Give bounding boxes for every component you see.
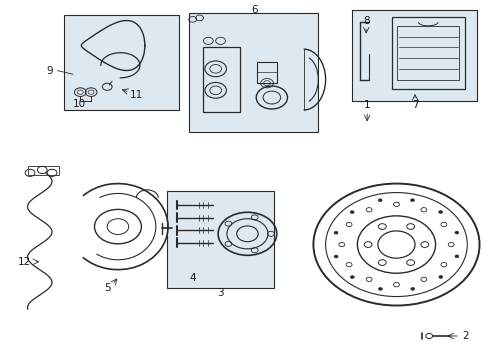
Circle shape (350, 211, 354, 213)
Circle shape (411, 199, 415, 202)
Bar (189, 13, 318, 132)
Text: 11: 11 (130, 90, 143, 100)
Text: 4: 4 (190, 273, 196, 283)
Circle shape (439, 211, 442, 213)
Bar (392, 17, 465, 89)
Bar (397, 26, 459, 80)
Circle shape (378, 199, 382, 202)
Circle shape (378, 288, 382, 291)
Text: 2: 2 (462, 331, 468, 341)
Circle shape (334, 255, 338, 258)
Text: 12: 12 (18, 257, 31, 267)
Circle shape (455, 255, 459, 258)
Bar (257, 62, 277, 83)
Bar (352, 10, 477, 101)
Text: 3: 3 (217, 288, 224, 298)
Text: 1: 1 (364, 100, 370, 111)
Circle shape (334, 231, 338, 234)
Text: 5: 5 (104, 283, 111, 293)
Bar (203, 47, 240, 112)
Circle shape (411, 287, 415, 290)
Bar (27, 166, 59, 175)
Text: 9: 9 (46, 66, 53, 76)
Bar (167, 191, 274, 288)
Text: 7: 7 (412, 100, 418, 111)
Text: 10: 10 (74, 99, 86, 109)
Text: 8: 8 (363, 17, 369, 27)
Text: 6: 6 (251, 5, 258, 15)
Circle shape (350, 276, 354, 279)
Circle shape (439, 275, 443, 278)
Bar (64, 15, 179, 110)
Circle shape (455, 231, 459, 234)
